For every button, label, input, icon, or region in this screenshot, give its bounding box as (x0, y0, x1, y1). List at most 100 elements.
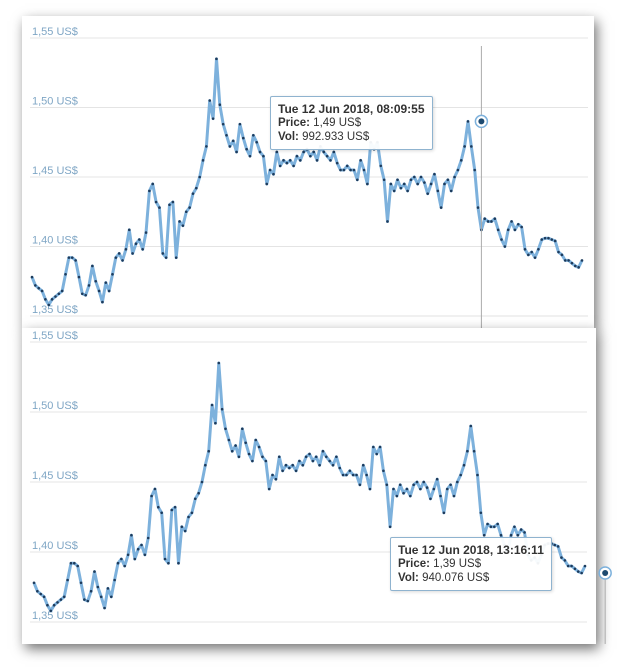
data-point[interactable] (170, 508, 174, 512)
data-point[interactable] (388, 525, 392, 529)
data-point[interactable] (304, 455, 308, 459)
data-point[interactable] (375, 452, 378, 456)
data-point[interactable] (74, 259, 77, 262)
data-point[interactable] (73, 561, 76, 565)
data-point[interactable] (513, 525, 516, 529)
data-point[interactable] (573, 264, 577, 268)
data-point[interactable] (59, 598, 63, 601)
data-point[interactable] (339, 168, 342, 172)
data-point[interactable] (87, 284, 91, 287)
data-point[interactable] (318, 463, 321, 467)
data-point[interactable] (399, 186, 403, 190)
data-point[interactable] (335, 455, 338, 459)
data-point[interactable] (382, 469, 385, 473)
data-point[interactable] (36, 589, 39, 593)
data-point[interactable] (533, 256, 537, 259)
data-point[interactable] (298, 459, 301, 463)
data-point[interactable] (138, 238, 141, 241)
data-point[interactable] (143, 553, 147, 557)
data-point[interactable] (476, 206, 480, 209)
data-point[interactable] (131, 252, 134, 255)
data-point[interactable] (338, 466, 342, 470)
data-point[interactable] (261, 455, 264, 459)
data-point[interactable] (228, 145, 232, 148)
data-point[interactable] (235, 150, 238, 154)
data-point[interactable] (530, 250, 533, 254)
data-point[interactable] (244, 441, 247, 445)
data-point[interactable] (40, 289, 44, 293)
data-point[interactable] (402, 491, 405, 495)
data-point[interactable] (335, 161, 339, 165)
data-point[interactable] (312, 150, 316, 154)
data-point[interactable] (429, 497, 432, 501)
data-point[interactable] (557, 250, 560, 254)
data-point[interactable] (188, 206, 191, 209)
data-point[interactable] (570, 564, 573, 568)
data-point[interactable] (573, 567, 577, 571)
data-point[interactable] (359, 159, 362, 162)
data-point[interactable] (106, 587, 110, 590)
data-point[interactable] (140, 543, 143, 547)
data-point[interactable] (389, 182, 393, 186)
data-point[interactable] (32, 581, 36, 585)
data-point[interactable] (419, 175, 423, 179)
data-point[interactable] (449, 483, 452, 487)
data-point[interactable] (355, 473, 358, 477)
data-point[interactable] (382, 178, 386, 182)
data-point[interactable] (178, 220, 181, 223)
data-point[interactable] (44, 298, 47, 301)
data-point[interactable] (198, 175, 201, 179)
data-point[interactable] (136, 547, 140, 551)
data-point[interactable] (210, 403, 214, 407)
data-point[interactable] (151, 182, 155, 186)
data-point[interactable] (419, 487, 422, 491)
data-point[interactable] (109, 595, 113, 599)
data-point[interactable] (378, 445, 382, 449)
data-point[interactable] (436, 189, 440, 193)
data-point[interactable] (398, 483, 402, 487)
data-point[interactable] (97, 289, 101, 293)
data-point[interactable] (126, 553, 130, 557)
data-point[interactable] (278, 164, 282, 168)
data-point[interactable] (356, 178, 359, 182)
data-point[interactable] (111, 273, 114, 276)
data-point[interactable] (94, 279, 98, 283)
data-point[interactable] (258, 150, 262, 154)
data-point[interactable] (311, 459, 315, 463)
data-point[interactable] (39, 592, 43, 596)
data-point[interactable] (580, 259, 584, 262)
data-point[interactable] (443, 182, 446, 186)
data-point[interactable] (553, 543, 557, 547)
data-point[interactable] (294, 469, 298, 473)
data-point[interactable] (160, 511, 163, 515)
data-point[interactable] (54, 295, 57, 298)
data-point[interactable] (241, 136, 245, 140)
data-point[interactable] (563, 559, 567, 562)
data-point[interactable] (489, 525, 493, 529)
data-point[interactable] (325, 154, 329, 158)
data-point[interactable] (509, 533, 513, 537)
data-point[interactable] (127, 228, 131, 232)
data-point[interactable] (173, 505, 177, 509)
data-point[interactable] (361, 463, 365, 467)
data-point[interactable] (439, 494, 442, 498)
data-point[interactable] (392, 189, 396, 193)
data-point[interactable] (459, 159, 463, 162)
data-point[interactable] (99, 595, 103, 599)
data-point[interactable] (70, 256, 74, 259)
data-point[interactable] (412, 483, 415, 487)
data-point[interactable] (181, 224, 185, 227)
data-point[interactable] (76, 564, 79, 568)
data-point[interactable] (67, 256, 71, 259)
data-point[interactable] (116, 561, 120, 565)
data-point[interactable] (231, 139, 235, 143)
data-point[interactable] (205, 145, 208, 148)
data-point[interactable] (301, 463, 305, 467)
data-point[interactable] (453, 175, 456, 179)
data-point[interactable] (520, 225, 523, 229)
data-point[interactable] (245, 147, 248, 151)
data-point[interactable] (385, 483, 389, 487)
data-point[interactable] (227, 438, 231, 442)
data-point[interactable] (163, 557, 167, 561)
data-point[interactable] (224, 427, 227, 431)
